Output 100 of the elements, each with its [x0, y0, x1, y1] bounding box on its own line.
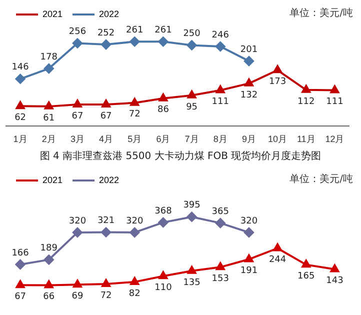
data-label: 189 [40, 244, 58, 254]
point [16, 101, 25, 110]
data-label: 67 [14, 292, 26, 302]
point [158, 271, 168, 280]
point [72, 99, 82, 108]
point [130, 227, 140, 238]
point [158, 217, 168, 228]
text: 单位：美元/吨 [290, 172, 353, 186]
point [72, 280, 82, 288]
data-label: 256 [68, 27, 86, 38]
data-label: 261 [126, 25, 144, 36]
data-label: 143 [326, 276, 344, 286]
data-label: 178 [40, 52, 58, 62]
data-label: 82 [128, 288, 140, 299]
point [101, 227, 112, 238]
data-label: 86 [157, 105, 170, 116]
point [102, 279, 111, 288]
data-label: 201 [240, 44, 258, 55]
point [158, 93, 168, 102]
point [244, 78, 254, 86]
point [130, 36, 140, 47]
data-label: 368 [154, 206, 172, 216]
data-label: 261 [154, 25, 172, 36]
data-label: 62 [14, 112, 26, 123]
point [216, 85, 225, 94]
data-label: 191 [240, 266, 258, 276]
legend-label: 2021 [42, 174, 63, 185]
x-tick-label: 11月 [296, 134, 316, 144]
x-tick-label: 9月 [242, 134, 256, 144]
x-tick-label: 12月 [325, 134, 344, 144]
point [44, 64, 54, 74]
point [16, 280, 25, 288]
data-label: 153 [212, 274, 229, 284]
point [186, 40, 197, 50]
point [330, 85, 340, 94]
data-label: 321 [97, 216, 115, 226]
point [187, 266, 196, 274]
point [130, 98, 140, 106]
point [15, 259, 26, 270]
data-label: 72 [128, 110, 140, 120]
point [44, 101, 54, 110]
text: 图 4 南非理查兹港 5500 大卡动力煤 FOB 现货均价月度走势图 [38, 150, 322, 164]
x-tick-label: 1月 [13, 134, 28, 144]
x-tick-label: 3月 [70, 134, 84, 144]
data-label: 320 [126, 216, 144, 226]
data-label: 320 [68, 216, 86, 226]
data-label: 250 [183, 29, 201, 40]
point [72, 38, 82, 48]
point [273, 65, 282, 74]
text: 单位：美元/吨 [290, 6, 353, 20]
x-tick-label: 5月 [128, 134, 142, 144]
x-tick-label: 6月 [156, 134, 170, 144]
data-label: 146 [12, 62, 30, 73]
x-tick-label: 8月 [213, 134, 228, 144]
point [244, 254, 254, 262]
legend-label: 2021 [42, 8, 63, 19]
point [273, 243, 282, 252]
point [44, 280, 54, 288]
data-label: 66 [43, 292, 55, 302]
x-tick-label: 7月 [184, 134, 199, 144]
point [186, 212, 197, 222]
data-label: 132 [240, 90, 258, 100]
point [102, 99, 111, 108]
data-label: 365 [212, 206, 229, 217]
data-label: 320 [240, 216, 258, 226]
data-label: 173 [268, 76, 286, 87]
data-label: 61 [43, 113, 55, 124]
point [244, 56, 254, 66]
data-label: 111 [326, 97, 344, 108]
point [302, 84, 311, 93]
data-label: 166 [12, 248, 30, 258]
data-label: 72 [100, 290, 112, 301]
point [130, 276, 140, 285]
data-label: 165 [298, 272, 315, 282]
point [244, 227, 254, 238]
data-label: 395 [183, 200, 200, 211]
data-label: 110 [154, 282, 172, 293]
data-label: 252 [97, 28, 115, 38]
point [330, 264, 340, 272]
data-label: 111 [212, 97, 229, 108]
x-tick-label: 4月 [99, 134, 114, 144]
point [101, 40, 112, 50]
data-label: 244 [268, 255, 286, 266]
point [216, 262, 225, 270]
x-tick-label: 10月 [268, 134, 288, 144]
data-label: 95 [186, 102, 198, 112]
point [158, 36, 168, 47]
data-label: 67 [72, 111, 84, 122]
point [302, 260, 311, 268]
point [44, 254, 54, 265]
x-tick-label: 2月 [42, 134, 56, 144]
data-label: 112 [298, 96, 315, 107]
data-label: 69 [72, 291, 84, 302]
data-label: 246 [212, 30, 230, 40]
data-label: 135 [183, 278, 200, 288]
legend-label: 2022 [99, 8, 120, 19]
point [15, 74, 26, 84]
point [215, 41, 226, 52]
data-label: 67 [100, 111, 112, 122]
point [187, 90, 196, 98]
